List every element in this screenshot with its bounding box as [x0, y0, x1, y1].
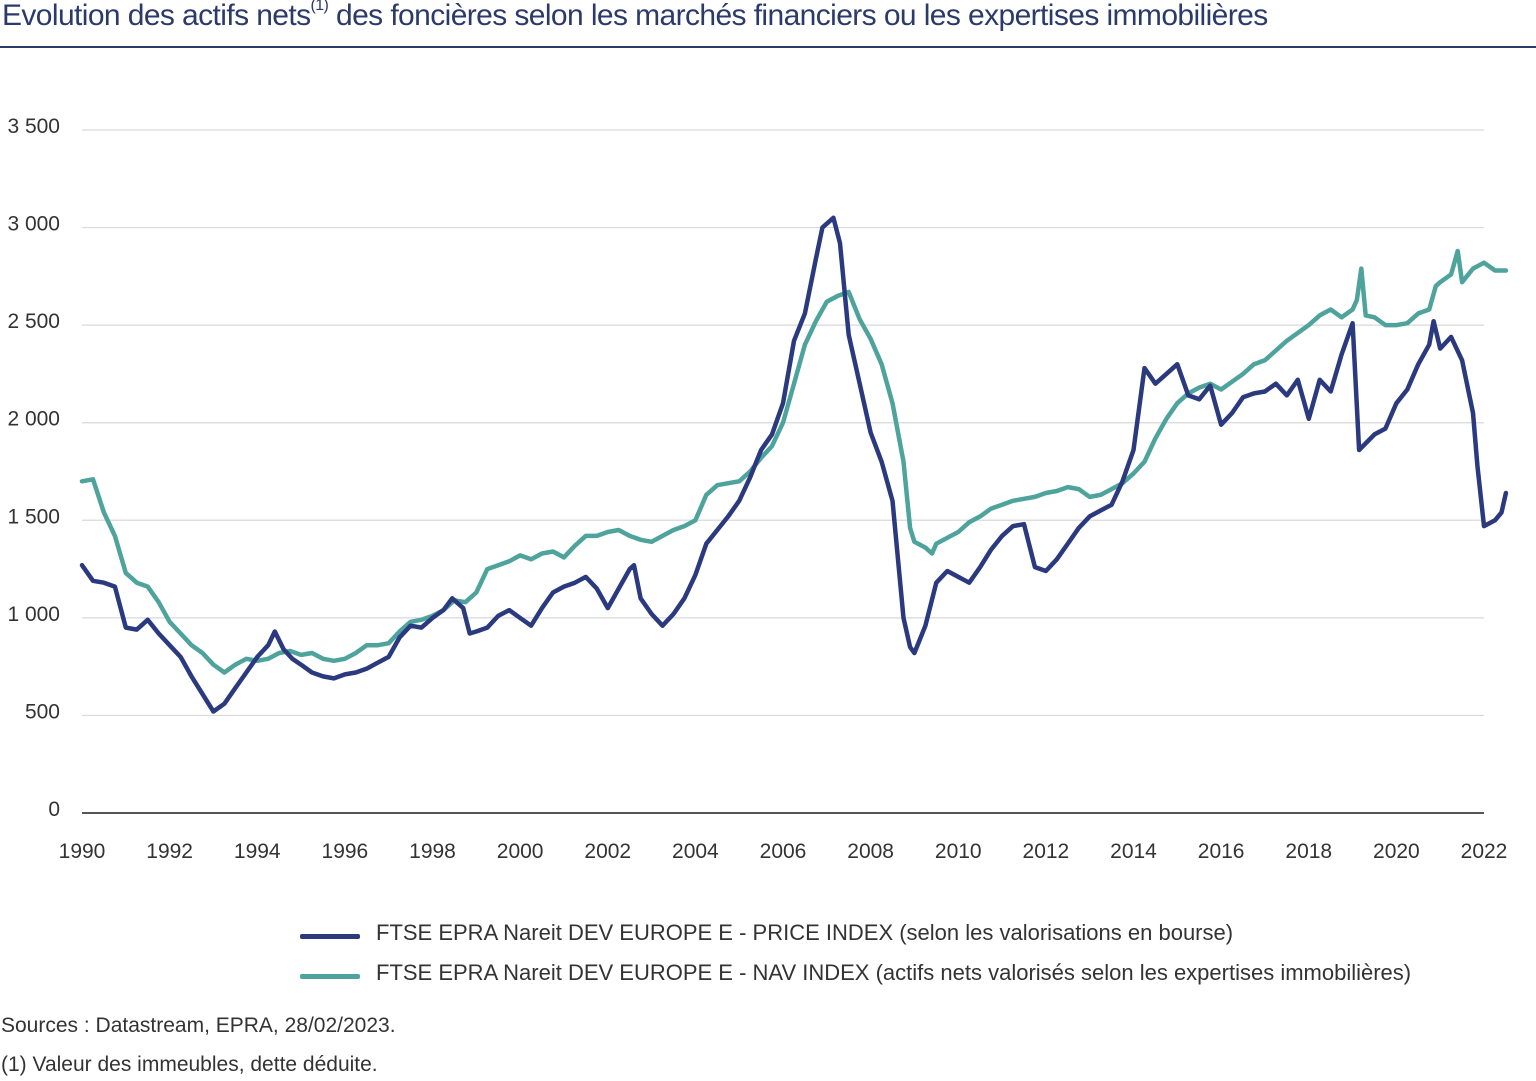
chart-title-main: Evolution des actifs nets: [2, 0, 311, 32]
x-tick-label: 2004: [672, 840, 719, 863]
legend-label-nav-index: FTSE EPRA Nareit DEV EUROPE E - NAV INDE…: [376, 960, 1412, 985]
y-tick-label: 1 000: [7, 603, 60, 626]
x-tick-label: 2020: [1373, 840, 1420, 863]
x-tick-label: 2000: [497, 840, 544, 863]
x-tick-label: 1996: [322, 840, 369, 863]
title-bar: Evolution des actifs nets(1) des foncièr…: [0, 0, 1536, 48]
legend-label-price-index: FTSE EPRA Nareit DEV EUROPE E - PRICE IN…: [376, 920, 1234, 945]
x-tick-label: 2010: [935, 840, 982, 863]
y-tick-label: 2 000: [7, 408, 60, 431]
x-tick-label: 2006: [760, 840, 807, 863]
grid-lines: [82, 129, 1484, 814]
series-line-price-index: [79, 215, 1509, 714]
series-line-nav-index: [79, 248, 1509, 675]
x-tick-label: 2014: [1110, 840, 1157, 863]
y-tick-label: 500: [25, 700, 60, 723]
series-lines: [79, 215, 1509, 714]
y-tick-label: 2 500: [7, 310, 60, 333]
legend-swatch-nav-index: [300, 974, 360, 979]
x-tick-label: 2018: [1285, 840, 1332, 863]
chart-title: Evolution des actifs nets(1) des foncièr…: [2, 0, 1268, 33]
chart-title-rest: des foncières selon les marchés financie…: [328, 0, 1268, 32]
x-tick-label: 1994: [234, 840, 281, 863]
y-tick-label: 1 500: [7, 505, 60, 528]
x-tick-label: 1990: [59, 840, 106, 863]
x-axis-ticks: 1990 1992 1994 1996 1998 2000 2002 2004 2006 2008…: [59, 840, 1508, 863]
sources-note: Sources : Datastream, EPRA, 28/02/2023.: [1, 1014, 396, 1037]
y-tick-label: 0: [48, 798, 60, 821]
x-tick-label: 2012: [1023, 840, 1070, 863]
x-tick-label: 1992: [146, 840, 193, 863]
y-tick-label: 3 500: [7, 115, 60, 138]
y-tick-label: 3 000: [7, 213, 60, 236]
chart-title-footnote-mark: (1): [310, 0, 329, 14]
y-axis-ticks: 0 500 1 000 1 500 2 000 2 500 3 000 3 500: [7, 115, 60, 821]
x-tick-label: 2008: [847, 840, 894, 863]
legend-swatch-price-index: [300, 934, 360, 939]
x-tick-label: 2002: [584, 840, 631, 863]
footnote: (1) Valeur des immeubles, dette déduite.: [1, 1053, 378, 1076]
x-tick-label: 1998: [409, 840, 456, 863]
x-tick-label: 2016: [1198, 840, 1245, 863]
x-tick-label: 2022: [1461, 840, 1508, 863]
